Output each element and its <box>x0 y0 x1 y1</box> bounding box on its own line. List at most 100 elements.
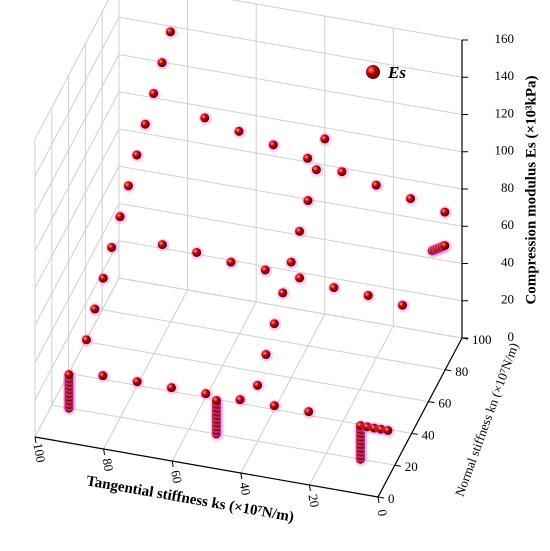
point <box>303 153 313 163</box>
y-tick-label: 40 <box>422 427 435 442</box>
y-tick-label: 0 <box>388 491 395 506</box>
grid-line <box>34 128 120 289</box>
grid-line <box>51 404 395 466</box>
grid-line <box>118 128 463 190</box>
y-tick <box>394 464 401 467</box>
y-tick-label: 20 <box>405 459 418 474</box>
y-tick <box>445 369 452 372</box>
grid-line <box>308 325 394 486</box>
point <box>376 424 386 434</box>
point <box>320 134 330 144</box>
point <box>200 113 210 123</box>
x-tick-label: 40 <box>237 481 254 496</box>
x-tick <box>308 484 311 492</box>
x-tick-label: 20 <box>305 493 322 508</box>
axis-line <box>377 337 463 498</box>
point <box>235 395 245 405</box>
point <box>268 140 278 150</box>
legend-marker <box>366 65 380 79</box>
point <box>369 423 379 433</box>
z-tick-label: 120 <box>495 105 515 120</box>
grid-line <box>118 54 463 115</box>
x-tick-label: 60 <box>168 469 185 484</box>
point <box>440 241 450 251</box>
grid-line <box>118 165 463 227</box>
z-tick-label: 100 <box>495 143 515 158</box>
grid-line <box>171 301 257 462</box>
point <box>226 257 236 267</box>
y-tick-label: 60 <box>438 396 451 411</box>
point <box>440 207 450 217</box>
point <box>115 212 125 222</box>
point <box>98 371 108 381</box>
point <box>295 273 305 283</box>
point <box>234 126 244 136</box>
points <box>62 25 452 467</box>
point <box>371 180 381 190</box>
z-tick-label: 0 <box>508 329 515 344</box>
point <box>362 422 372 432</box>
z-tick-label: 140 <box>495 68 515 83</box>
point <box>132 377 142 387</box>
z-tick-label: 160 <box>495 31 515 46</box>
x-tick <box>240 472 243 480</box>
point <box>98 273 108 283</box>
y-tick-label: 100 <box>472 332 492 347</box>
point <box>304 407 314 417</box>
z-tick-label: 80 <box>501 180 514 195</box>
point <box>64 370 74 380</box>
y-tick-label: 80 <box>455 364 468 379</box>
z-axis-title: Compression modulus Es (×10³kPa) <box>523 75 539 304</box>
point <box>363 290 373 300</box>
grid-line <box>34 17 120 177</box>
point <box>303 196 313 206</box>
grid-line <box>34 0 109 140</box>
x-tick <box>103 448 106 456</box>
z-tick-label: 60 <box>501 217 514 232</box>
grid-line <box>118 277 463 339</box>
point <box>107 242 117 252</box>
grid-line <box>85 341 429 403</box>
grid-line <box>118 240 463 302</box>
x-axis-title: Tangential stiffness ks (×10⁷N/m) <box>85 473 295 525</box>
point <box>90 304 100 314</box>
point <box>140 119 150 129</box>
point <box>311 165 321 175</box>
point <box>356 421 365 431</box>
point <box>269 401 279 411</box>
point <box>211 395 221 405</box>
point <box>81 335 91 345</box>
x-tick-label: 0 <box>375 508 391 517</box>
point <box>286 257 296 267</box>
grid-line <box>34 91 120 251</box>
x-tick <box>34 436 37 444</box>
grid-line <box>34 277 120 438</box>
grid-line <box>34 166 120 326</box>
point <box>269 319 279 329</box>
grid-line <box>230 0 463 41</box>
point <box>260 265 270 275</box>
point <box>383 425 393 435</box>
point <box>261 350 271 360</box>
grid-line <box>118 91 463 153</box>
z-tick-label: 20 <box>501 292 514 307</box>
grid-line <box>34 240 120 400</box>
point <box>123 181 133 191</box>
x-tick-label: 100 <box>30 442 48 464</box>
grid-line <box>34 54 120 214</box>
point <box>329 283 339 293</box>
point <box>165 27 175 37</box>
point <box>253 380 263 390</box>
point <box>167 383 176 393</box>
point <box>406 194 416 204</box>
point <box>149 88 159 98</box>
point <box>157 240 167 250</box>
point <box>398 300 407 310</box>
point <box>278 288 288 298</box>
x-tick-label: 80 <box>100 457 117 472</box>
y-tick <box>428 401 435 404</box>
grid-line <box>118 16 463 78</box>
grid-line <box>103 289 189 450</box>
grid-line <box>118 203 463 264</box>
